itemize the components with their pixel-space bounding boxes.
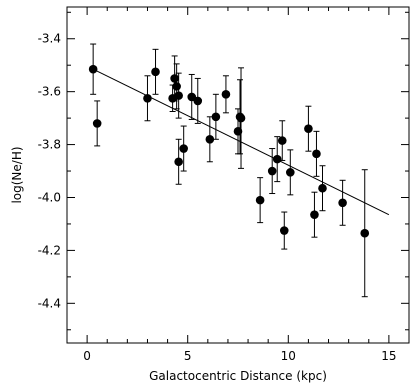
error-bars bbox=[90, 43, 368, 298]
data-point bbox=[174, 157, 183, 167]
data-point bbox=[179, 144, 188, 153]
x-tick-label: 5 bbox=[184, 349, 192, 363]
data-point bbox=[221, 90, 231, 99]
data-point bbox=[286, 168, 295, 177]
y-tick-label: -3.6 bbox=[38, 85, 61, 99]
data-point bbox=[205, 134, 215, 144]
data-point bbox=[143, 93, 152, 103]
data-point bbox=[172, 82, 181, 91]
data-point bbox=[193, 96, 203, 106]
data-point bbox=[277, 136, 287, 145]
tick-labels: 0 5 10 15 -3.4 -3.6 -3.8 -4.0 -4.2 -4.4 bbox=[38, 32, 397, 363]
x-axis-label: Galactocentric Distance (kpc) bbox=[149, 369, 327, 383]
data-point bbox=[151, 67, 160, 77]
data-point bbox=[233, 127, 243, 136]
data-point bbox=[318, 183, 327, 193]
data-point bbox=[92, 119, 102, 128]
data-point bbox=[360, 228, 370, 238]
data-point bbox=[279, 226, 289, 235]
axis-ticks bbox=[66, 7, 410, 343]
x-tick-label: 0 bbox=[83, 349, 91, 363]
data-point bbox=[236, 113, 246, 123]
data-point bbox=[338, 198, 347, 208]
x-tick-label: 10 bbox=[281, 349, 296, 363]
data-point bbox=[211, 112, 221, 122]
y-tick-label: -4.0 bbox=[38, 190, 61, 204]
data-point bbox=[255, 195, 265, 205]
data-point bbox=[310, 210, 319, 219]
y-tick-label: -4.2 bbox=[38, 243, 61, 257]
data-point bbox=[88, 64, 98, 74]
data-point bbox=[174, 91, 183, 100]
data-point bbox=[272, 154, 282, 164]
plot-frame bbox=[66, 6, 410, 344]
y-tick-label: -4.4 bbox=[38, 296, 61, 310]
y-tick-label: -3.8 bbox=[38, 138, 61, 152]
data-point bbox=[312, 149, 321, 159]
data-point bbox=[170, 74, 179, 83]
y-tick-label: -3.4 bbox=[38, 32, 61, 46]
y-axis-label: log(Ne/H) bbox=[10, 146, 24, 203]
data-points bbox=[88, 64, 370, 238]
x-tick-label: 15 bbox=[381, 349, 396, 363]
data-point bbox=[267, 166, 277, 176]
data-point bbox=[304, 124, 313, 134]
